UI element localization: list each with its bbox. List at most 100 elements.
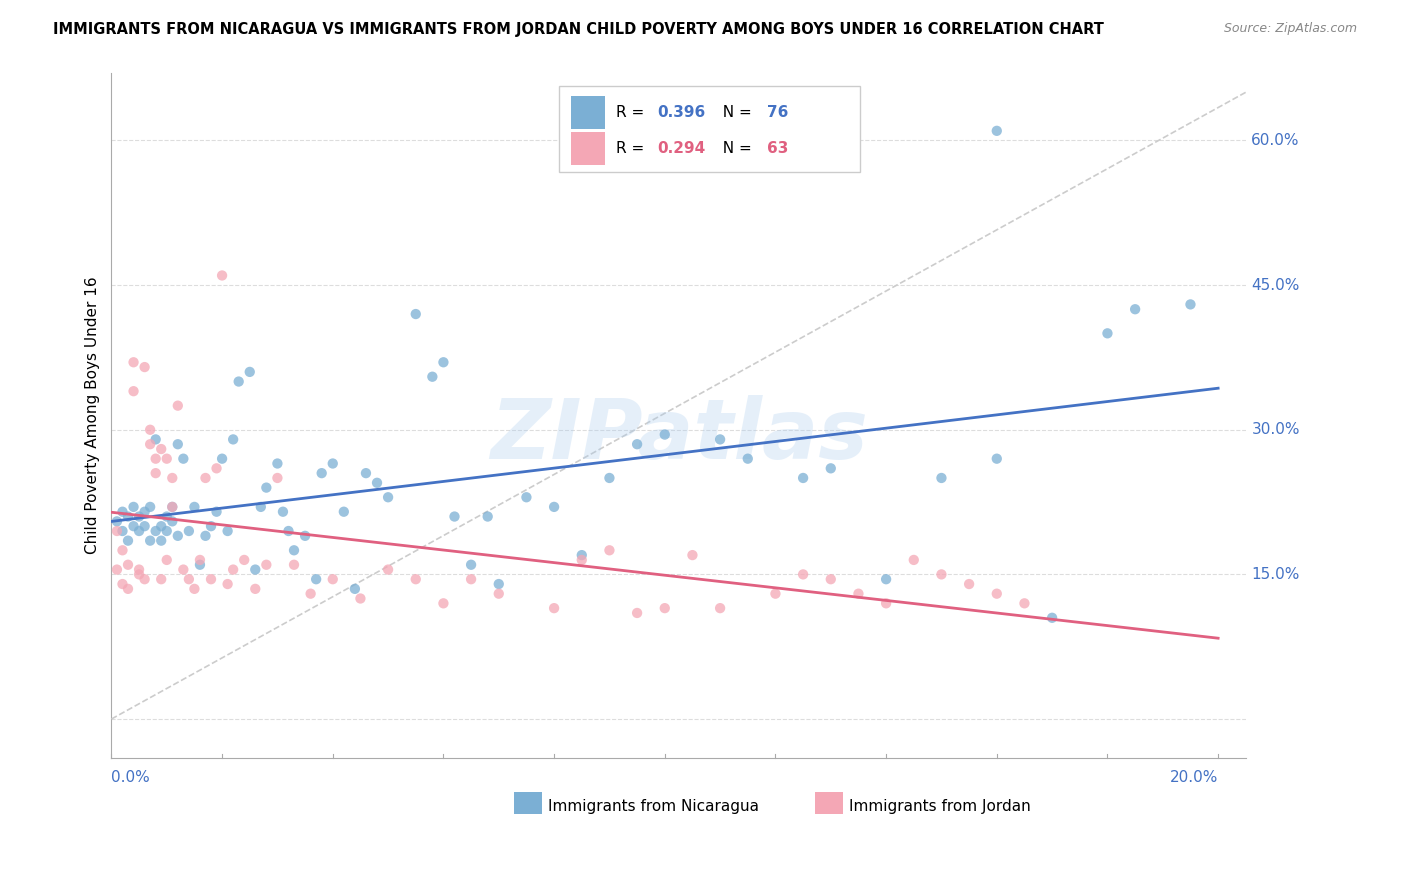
Point (194, 471, 217, 485)
Point (875, 572, 897, 586)
Point (134, 360, 156, 375)
Point (366, 475, 388, 490)
Point (903, 553, 925, 567)
Point (150, 442, 173, 456)
Point (543, 601, 565, 615)
Point (145, 524, 167, 538)
Point (162, 500, 184, 514)
Text: 30.0%: 30.0% (1251, 422, 1299, 437)
Point (111, 577, 134, 591)
Point (515, 490, 537, 504)
Point (1097, 326, 1119, 341)
Point (122, 500, 145, 514)
Point (117, 533, 139, 548)
Text: Immigrants from Nicaragua: Immigrants from Nicaragua (548, 799, 759, 814)
Point (122, 384, 145, 399)
Point (377, 563, 399, 577)
Point (488, 577, 510, 591)
Text: Immigrants from Jordan: Immigrants from Jordan (849, 799, 1031, 814)
Text: 0.396: 0.396 (657, 105, 706, 120)
Point (986, 587, 1008, 601)
Point (343, 582, 366, 596)
Point (172, 451, 194, 466)
FancyBboxPatch shape (560, 86, 860, 171)
Point (139, 533, 162, 548)
Point (128, 524, 150, 538)
Point (134, 572, 156, 586)
Point (254, 481, 277, 495)
Point (156, 451, 179, 466)
Point (322, 457, 344, 471)
Point (150, 533, 173, 548)
Point (183, 500, 205, 514)
Text: N =: N = (713, 105, 756, 120)
Text: 20.0%: 20.0% (1170, 770, 1218, 785)
Point (571, 548, 593, 562)
Point (177, 572, 200, 586)
Point (188, 553, 211, 567)
Point (228, 375, 250, 389)
Point (333, 505, 356, 519)
Point (134, 505, 156, 519)
Point (294, 529, 316, 543)
Point (166, 399, 188, 413)
Point (432, 355, 454, 369)
Point (111, 543, 134, 558)
Point (156, 553, 179, 567)
Text: 0.294: 0.294 (657, 141, 706, 156)
Point (128, 563, 150, 577)
Point (1014, 596, 1036, 610)
Point (283, 543, 305, 558)
Point (598, 543, 620, 558)
Point (250, 500, 273, 514)
Point (737, 451, 759, 466)
Point (150, 519, 173, 533)
Point (128, 567, 150, 582)
Text: 15.0%: 15.0% (1251, 567, 1299, 582)
Point (222, 563, 245, 577)
Point (654, 427, 676, 442)
Point (162, 514, 184, 528)
Point (156, 509, 179, 524)
Point (405, 572, 427, 586)
Point (172, 563, 194, 577)
Point (105, 514, 128, 528)
Bar (814, 792, 844, 814)
Point (162, 500, 184, 514)
Point (117, 582, 139, 596)
Point (145, 466, 167, 480)
Text: 63: 63 (768, 141, 789, 156)
Point (200, 519, 222, 533)
Point (266, 471, 288, 485)
Point (166, 437, 188, 451)
Point (681, 548, 703, 562)
Point (139, 423, 162, 437)
Point (245, 582, 267, 596)
Point (122, 355, 145, 369)
Text: 60.0%: 60.0% (1251, 133, 1299, 148)
Text: 0.0%: 0.0% (111, 770, 150, 785)
Point (765, 587, 787, 601)
Text: Source: ZipAtlas.com: Source: ZipAtlas.com (1223, 22, 1357, 36)
Point (460, 558, 482, 572)
Point (848, 587, 870, 601)
Text: R =: R = (616, 141, 650, 156)
Point (211, 268, 233, 283)
Point (322, 572, 344, 586)
Point (986, 451, 1008, 466)
Point (122, 519, 145, 533)
Point (709, 601, 731, 615)
Point (254, 558, 277, 572)
Text: 76: 76 (768, 105, 789, 120)
Bar (571, 96, 605, 129)
Point (422, 369, 444, 384)
Point (134, 519, 156, 533)
Point (311, 466, 333, 480)
Point (188, 558, 211, 572)
Point (150, 572, 173, 586)
Point (217, 524, 239, 538)
Point (488, 587, 510, 601)
Point (820, 572, 842, 586)
Text: N =: N = (713, 141, 756, 156)
Point (875, 596, 897, 610)
